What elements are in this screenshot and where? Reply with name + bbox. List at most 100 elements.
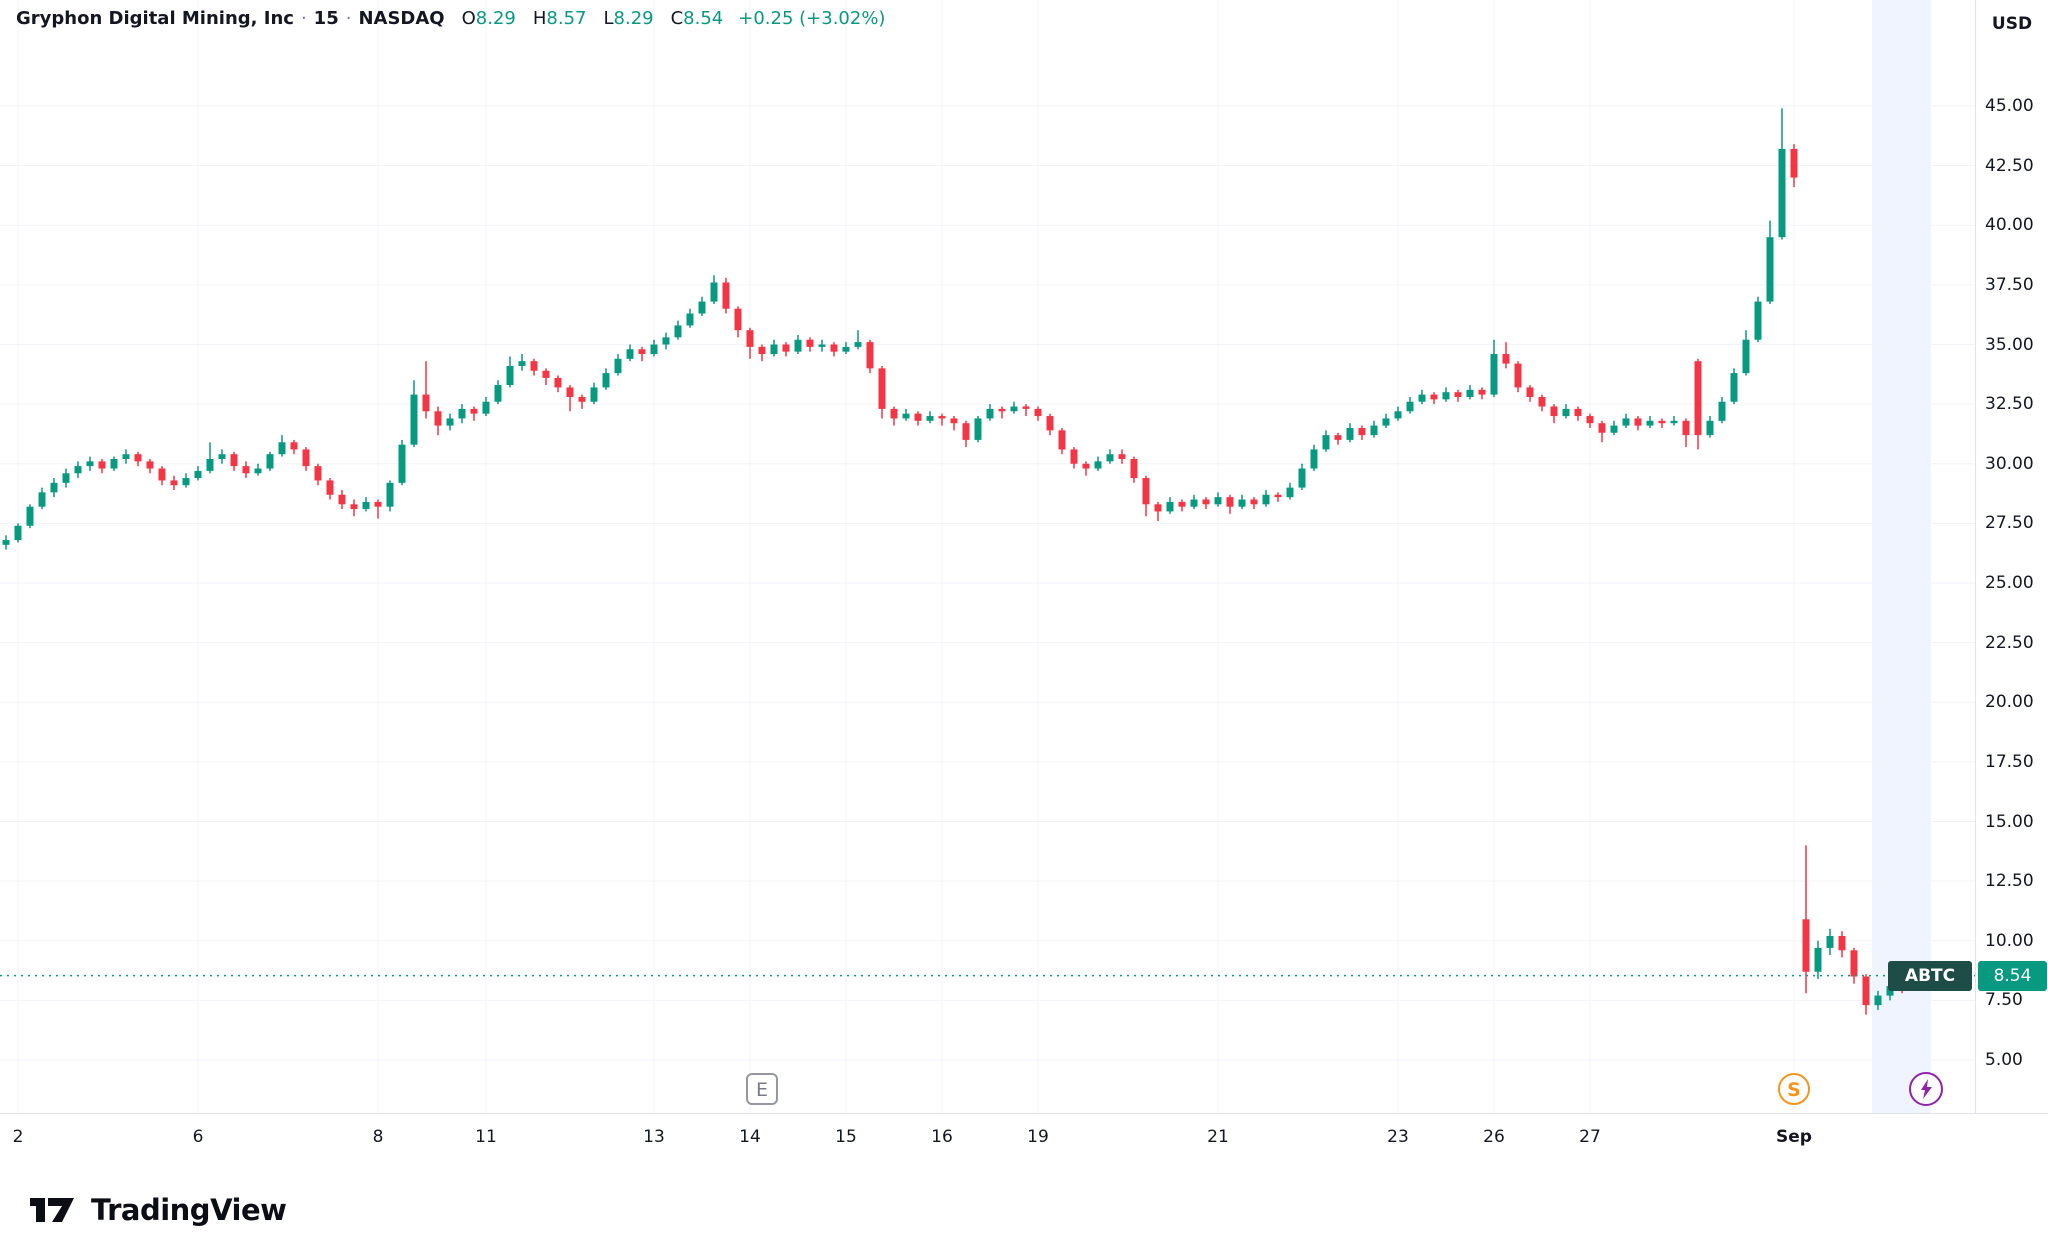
candle	[1430, 394, 1438, 400]
candle	[746, 330, 754, 347]
price-tick: 42.50	[1985, 155, 2034, 176]
tradingview-logo-icon[interactable]	[28, 1192, 78, 1228]
candle	[890, 408, 898, 419]
candle	[1238, 499, 1246, 507]
candle	[362, 501, 370, 510]
candle	[1022, 406, 1030, 409]
candle	[590, 387, 598, 402]
separator: ·	[345, 8, 352, 29]
exchange-label[interactable]: NASDAQ	[358, 8, 445, 29]
candle	[1058, 430, 1066, 450]
price-tick: 27.50	[1985, 513, 2034, 534]
candle	[1346, 427, 1354, 440]
candle	[26, 506, 34, 526]
candle	[962, 423, 970, 440]
candle	[1670, 420, 1678, 424]
price-tick: 25.00	[1985, 573, 2034, 593]
candle	[1406, 401, 1414, 412]
last-price-tag: 8.54	[1978, 960, 2047, 991]
candle	[1202, 499, 1210, 505]
candle	[1850, 950, 1858, 977]
candle	[1214, 497, 1222, 505]
candle	[1538, 396, 1546, 407]
candle	[1130, 458, 1138, 479]
candle	[230, 454, 238, 467]
candle	[1442, 392, 1450, 400]
candle	[914, 413, 922, 421]
candle	[506, 365, 514, 386]
candle	[842, 346, 850, 352]
candle	[1634, 418, 1642, 426]
ohlc-close: C8.54	[670, 8, 724, 29]
price-tick: 15.00	[1985, 811, 2034, 832]
tradingview-wordmark: TradingView	[91, 1193, 287, 1227]
candle	[1250, 499, 1258, 505]
candle	[1706, 420, 1714, 436]
candle	[1322, 435, 1330, 450]
split-marker[interactable]	[1778, 1073, 1810, 1105]
candle	[794, 339, 802, 352]
time-tick: 27	[1579, 1127, 1601, 1147]
candle	[1766, 237, 1774, 302]
candle	[1142, 478, 1150, 505]
candle	[998, 408, 1006, 412]
candle	[338, 494, 346, 505]
candle	[326, 480, 334, 495]
candle	[926, 416, 934, 421]
time-axis[interactable]: 2 6 8 11 13 14 15 16 19 21 23 26 27 Sep	[0, 1113, 2048, 1171]
separator: ·	[300, 8, 307, 29]
candle	[98, 461, 106, 469]
candle	[242, 466, 250, 474]
candle	[902, 413, 910, 419]
candle	[38, 492, 46, 507]
candle	[1598, 423, 1606, 433]
candle	[278, 442, 286, 455]
candle	[1094, 461, 1102, 469]
candle	[1814, 947, 1822, 972]
candle	[290, 442, 298, 450]
candle	[182, 478, 190, 486]
candle	[518, 361, 526, 366]
candle	[758, 346, 766, 355]
candle	[446, 418, 454, 426]
candle	[674, 325, 682, 338]
candle	[50, 482, 58, 493]
candle	[1682, 420, 1690, 436]
candle	[1526, 387, 1534, 397]
candle	[1874, 995, 1882, 1006]
time-tick: 11	[475, 1127, 497, 1147]
symbol-name[interactable]: Gryphon Digital Mining, Inc	[16, 8, 294, 29]
candle	[350, 504, 358, 510]
candle	[1886, 986, 1894, 996]
candle	[1070, 449, 1078, 464]
candle	[1466, 389, 1474, 397]
candle	[818, 344, 826, 347]
candle	[1550, 406, 1558, 417]
candle	[614, 358, 622, 374]
candle	[1694, 361, 1702, 436]
candle	[830, 344, 838, 352]
time-tick: 13	[643, 1127, 665, 1147]
candle	[1190, 499, 1198, 507]
candle	[1862, 976, 1870, 1006]
tradingview-attribution[interactable]: TradingView	[28, 1192, 287, 1228]
time-tick: 14	[739, 1127, 761, 1147]
candle	[722, 282, 730, 309]
candle	[1178, 501, 1186, 507]
candle	[314, 466, 322, 481]
earnings-marker[interactable]	[746, 1073, 778, 1105]
time-tick: 15	[835, 1127, 857, 1147]
candle	[494, 385, 502, 402]
price-axis[interactable]: USD 8.54 45.00 42.50 40.00 37.50 35.00 32.50 3…	[1975, 0, 2048, 1113]
time-tick: 19	[1027, 1127, 1049, 1147]
candle	[950, 418, 958, 424]
interval-label[interactable]: 15	[313, 8, 339, 29]
currency-label[interactable]: USD	[1991, 14, 2033, 34]
candle	[542, 370, 550, 378]
candle	[458, 408, 466, 419]
candle	[1394, 411, 1402, 419]
candle	[62, 473, 70, 483]
extended-session-band	[1872, 0, 1931, 1113]
candle	[1106, 454, 1114, 462]
